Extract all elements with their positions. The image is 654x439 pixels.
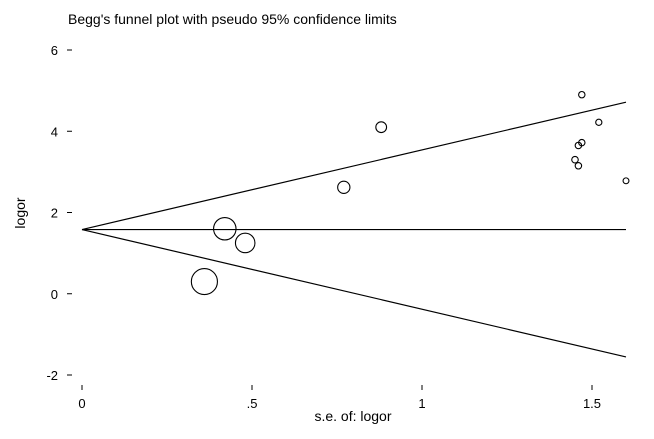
study-point: [234, 232, 256, 254]
x-tick-label: 1: [418, 396, 425, 411]
x-axis: 0 .5 1 1.5: [78, 385, 601, 411]
x-tick-label: 0: [78, 396, 85, 411]
study-point: [571, 155, 579, 164]
x-axis-label: s.e. of: logor: [314, 408, 391, 424]
y-axis: -2 0 2 4 6: [46, 43, 72, 383]
funnel-lines: [81, 101, 627, 358]
study-point: [337, 180, 351, 194]
study-point: [578, 138, 586, 147]
y-tick-label: 0: [51, 287, 58, 302]
study-point: [574, 162, 583, 170]
study-point: [190, 267, 218, 296]
study-point: [213, 216, 237, 241]
x-tick-label: 1.5: [583, 396, 601, 411]
y-axis-label: logor: [12, 197, 28, 228]
y-tick-label: 6: [51, 43, 58, 58]
lower-confidence-limit: [81, 228, 627, 358]
y-tick-label: -2: [46, 368, 58, 383]
upper-confidence-limit: [81, 101, 627, 231]
y-tick-label: 2: [51, 206, 58, 221]
study-point: [622, 177, 630, 185]
study-points: [190, 90, 630, 296]
study-point: [578, 90, 586, 99]
study-point: [595, 118, 603, 126]
y-tick-label: 4: [51, 124, 58, 139]
x-tick-label: .5: [247, 396, 258, 411]
study-point: [375, 121, 388, 134]
chart-title: Begg's funnel plot with pseudo 95% confi…: [68, 11, 397, 27]
